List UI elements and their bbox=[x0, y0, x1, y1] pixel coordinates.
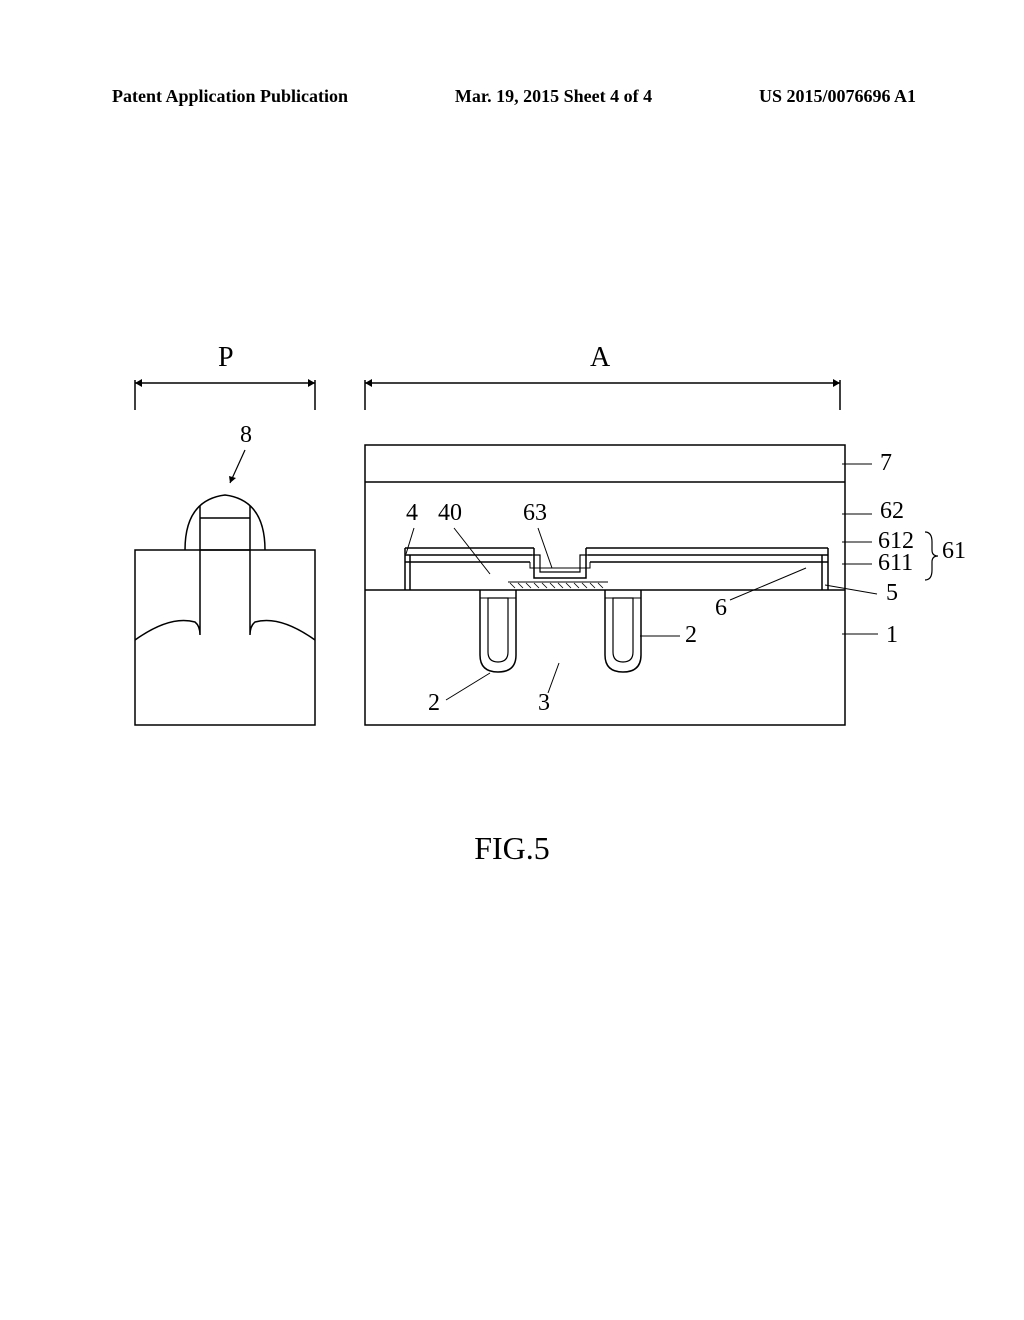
label-5: 5 bbox=[886, 580, 898, 607]
label-61: 61 bbox=[942, 538, 966, 565]
leader-612 bbox=[842, 540, 882, 552]
leader-40 bbox=[450, 526, 500, 581]
label-8: 8 bbox=[240, 422, 252, 449]
label-4: 4 bbox=[406, 500, 418, 527]
label-6: 6 bbox=[715, 595, 727, 622]
leader-3 bbox=[544, 660, 569, 698]
leader-2b bbox=[640, 630, 690, 644]
label-40: 40 bbox=[438, 500, 462, 527]
leader-2a bbox=[442, 670, 497, 705]
leader-5 bbox=[825, 580, 885, 600]
leader-1 bbox=[842, 628, 887, 642]
leader-62 bbox=[842, 510, 882, 522]
dim-bracket-P bbox=[130, 370, 330, 420]
label-2a: 2 bbox=[428, 690, 440, 717]
header-left: Patent Application Publication bbox=[112, 86, 348, 107]
label-63: 63 bbox=[523, 500, 547, 527]
label-611: 611 bbox=[878, 550, 913, 577]
brace-61 bbox=[922, 530, 942, 582]
dim-bracket-A bbox=[360, 370, 850, 420]
header-right: US 2015/0076696 A1 bbox=[759, 86, 916, 107]
figure-5: P A 8 bbox=[130, 370, 890, 750]
leader-611 bbox=[842, 562, 882, 574]
leader-8 bbox=[225, 448, 255, 493]
label-1: 1 bbox=[886, 622, 898, 649]
region-P-label: P bbox=[218, 342, 234, 374]
leader-4 bbox=[402, 526, 432, 561]
header-center: Mar. 19, 2015 Sheet 4 of 4 bbox=[455, 86, 652, 107]
leader-63 bbox=[530, 526, 570, 576]
region-P-diagram bbox=[130, 470, 320, 730]
figure-caption: FIG.5 bbox=[0, 830, 1024, 867]
page-header: Patent Application Publication Mar. 19, … bbox=[0, 86, 1024, 107]
leader-6 bbox=[728, 565, 813, 605]
label-62: 62 bbox=[880, 498, 904, 525]
region-A-label: A bbox=[590, 342, 610, 374]
leader-7 bbox=[842, 460, 882, 472]
